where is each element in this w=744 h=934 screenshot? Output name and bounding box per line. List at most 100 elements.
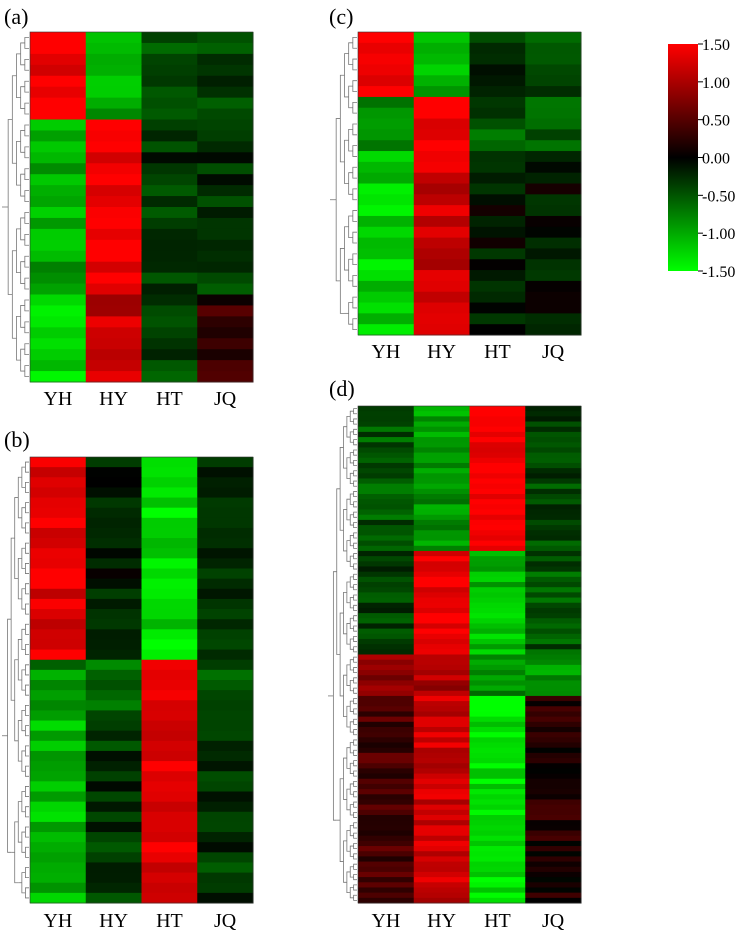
heatmap-cell xyxy=(469,447,526,454)
heatmap-panel-3: YH HY HT JQ (d) xyxy=(328,376,582,932)
heatmap-cell xyxy=(358,172,415,184)
heatmap-cell xyxy=(358,861,415,868)
color-scale-bar xyxy=(668,44,698,271)
heatmap-cell xyxy=(469,737,526,744)
heatmap-cell xyxy=(197,294,254,306)
heatmap-cell xyxy=(413,877,470,883)
heatmap-cell xyxy=(358,462,415,469)
heatmap-cell xyxy=(469,571,526,578)
heatmap-cell xyxy=(525,259,582,271)
heatmap-cell xyxy=(197,649,254,661)
heatmap-cell xyxy=(30,538,87,549)
heatmap-cell xyxy=(141,371,198,383)
heatmap-cell xyxy=(197,250,254,263)
heatmap-cell xyxy=(141,538,198,549)
heatmap-cell xyxy=(30,477,87,488)
heatmap-cell xyxy=(85,457,142,468)
heatmap-cell xyxy=(358,690,415,697)
heatmap-cell xyxy=(85,649,142,661)
heatmap-cell xyxy=(141,507,198,519)
heatmap-cell xyxy=(413,825,470,832)
heatmap-cell xyxy=(525,302,582,314)
heatmap-cell xyxy=(358,571,415,578)
heatmap-cell xyxy=(358,711,415,718)
heatmap-cell xyxy=(525,525,582,531)
heatmap-cell xyxy=(469,607,526,614)
heatmap-cell xyxy=(197,53,254,66)
heatmap-cell xyxy=(358,830,415,837)
heatmap-cell xyxy=(358,442,415,448)
heatmap-cell xyxy=(525,118,582,130)
heatmap-cell xyxy=(469,830,526,837)
heatmap-cell xyxy=(197,119,254,131)
heatmap-cell xyxy=(413,32,470,44)
heatmap-cell xyxy=(469,820,526,826)
heatmap-cell xyxy=(413,226,470,239)
heatmap-cell xyxy=(413,747,470,754)
heatmap-cell xyxy=(413,540,470,547)
heatmap-cell xyxy=(197,872,254,884)
heatmap-cell xyxy=(358,602,415,609)
heatmap-cell xyxy=(469,675,526,681)
heatmap-cell xyxy=(525,248,582,260)
heatmap-cell xyxy=(85,32,142,44)
heatmap-cell xyxy=(85,609,142,620)
heatmap-cell xyxy=(141,700,198,711)
heatmap-cell xyxy=(358,576,415,583)
heatmap-cell xyxy=(525,664,582,671)
heatmap-cell xyxy=(413,887,470,894)
heatmap-cell xyxy=(525,535,582,542)
heatmap-cell xyxy=(525,789,582,795)
column-label: JQ xyxy=(214,388,237,410)
panel-label: (b) xyxy=(4,427,30,452)
heatmap-cell xyxy=(358,814,415,821)
heatmap-cell xyxy=(30,690,87,701)
heatmap-cell xyxy=(525,644,582,650)
heatmap-cell xyxy=(358,783,415,790)
heatmap-cell xyxy=(413,437,470,443)
heatmap-cell xyxy=(469,587,526,593)
heatmap-cell xyxy=(469,825,526,832)
heatmap-cell xyxy=(197,842,254,853)
heatmap-cell xyxy=(525,519,582,526)
column-label: HY xyxy=(427,910,456,932)
heatmap-cell xyxy=(85,619,142,630)
heatmap-cell xyxy=(197,457,254,468)
heatmap-cell xyxy=(413,42,470,55)
heatmap-cell xyxy=(141,892,198,904)
heatmap-cell xyxy=(30,548,87,559)
heatmap-cell xyxy=(469,799,526,806)
heatmap-cell xyxy=(141,558,198,569)
heatmap-cell xyxy=(358,778,415,785)
heatmap-cell xyxy=(85,659,142,671)
heatmap-cell xyxy=(85,598,142,610)
heatmap-cell xyxy=(525,825,582,832)
heatmap-cell xyxy=(413,129,470,141)
heatmap-cell xyxy=(413,758,470,764)
heatmap-cell xyxy=(358,897,415,904)
heatmap-cell xyxy=(413,86,470,98)
heatmap-cell xyxy=(85,338,142,350)
heatmap-cell xyxy=(413,550,470,557)
heatmap-cell xyxy=(358,535,415,542)
heatmap-cell xyxy=(85,349,142,361)
heatmap-cell xyxy=(141,32,198,44)
heatmap-cell xyxy=(30,639,87,651)
heatmap-cell xyxy=(358,530,415,536)
heatmap-cell xyxy=(358,411,415,417)
heatmap-cell xyxy=(85,228,142,241)
heatmap-cell xyxy=(141,842,198,853)
heatmap-cell xyxy=(358,556,415,562)
heatmap-cell xyxy=(469,488,526,495)
heatmap-cell xyxy=(358,468,415,474)
heatmap-cell xyxy=(30,53,87,66)
heatmap-cell xyxy=(469,161,526,174)
heatmap-cell xyxy=(141,130,198,142)
heatmap-cell xyxy=(30,327,87,339)
heatmap-cell xyxy=(197,517,254,529)
heatmap-cell xyxy=(358,742,415,749)
heatmap-cell xyxy=(413,421,470,428)
heatmap-cell xyxy=(141,659,198,671)
heatmap-cell xyxy=(525,437,582,443)
heatmap-cell xyxy=(413,571,470,578)
